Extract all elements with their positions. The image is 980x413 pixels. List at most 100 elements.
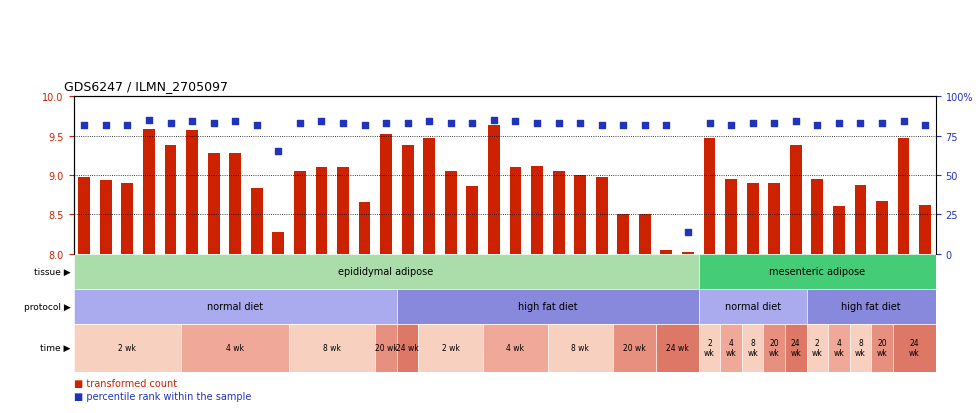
Bar [74, 254, 699, 289]
Point [314, 119, 329, 126]
Bar [78, 177, 90, 413]
Bar [100, 181, 112, 413]
Text: time ▶: time ▶ [40, 344, 71, 352]
Point [637, 122, 653, 128]
Bar [143, 130, 155, 413]
Point [766, 121, 782, 127]
Point [357, 122, 372, 128]
Point [120, 122, 135, 128]
Bar [855, 186, 866, 413]
Text: protocol ▶: protocol ▶ [24, 302, 71, 311]
Point [292, 121, 308, 127]
Bar [229, 154, 241, 413]
Point [529, 121, 545, 127]
Text: 2
wk: 2 wk [812, 338, 822, 358]
Point [917, 122, 933, 128]
Bar [828, 324, 850, 372]
Text: 8
wk: 8 wk [748, 338, 758, 358]
Point [680, 229, 696, 235]
Point [659, 122, 674, 128]
Bar [661, 250, 672, 413]
Point [249, 122, 265, 128]
Text: 20
wk: 20 wk [769, 338, 779, 358]
Point [465, 121, 480, 127]
Text: normal diet: normal diet [207, 301, 264, 312]
Text: high fat diet: high fat diet [518, 301, 577, 312]
Bar [445, 171, 457, 413]
Point [184, 119, 200, 126]
Point [874, 121, 890, 127]
Text: 8
wk: 8 wk [856, 338, 865, 358]
Point [896, 119, 911, 126]
Point [594, 122, 610, 128]
Bar [294, 171, 306, 413]
Bar [548, 324, 612, 372]
Point [551, 121, 566, 127]
Point [270, 149, 286, 155]
Bar [397, 324, 418, 372]
Text: 20 wk: 20 wk [622, 344, 646, 352]
Text: GDS6247 / ILMN_2705097: GDS6247 / ILMN_2705097 [64, 80, 227, 93]
Bar [656, 324, 699, 372]
Text: tissue ▶: tissue ▶ [34, 267, 71, 276]
Bar [807, 324, 828, 372]
Bar [74, 289, 397, 324]
Point [702, 121, 717, 127]
Bar [553, 171, 564, 413]
Text: 24
wk: 24 wk [909, 338, 919, 358]
Bar [747, 183, 759, 413]
Bar [833, 207, 845, 413]
Text: 2 wk: 2 wk [119, 344, 136, 352]
Bar [876, 202, 888, 413]
Point [141, 117, 157, 124]
Bar [725, 179, 737, 413]
Bar [699, 324, 720, 372]
Bar [898, 139, 909, 413]
Bar [531, 166, 543, 413]
Bar [893, 324, 936, 372]
Bar [488, 126, 500, 413]
Point [853, 121, 868, 127]
Bar [699, 254, 936, 289]
Text: 20 wk: 20 wk [374, 344, 398, 352]
Bar [807, 289, 936, 324]
Text: 4 wk: 4 wk [507, 344, 524, 352]
Point [508, 119, 523, 126]
Bar [186, 131, 198, 413]
Bar [596, 177, 608, 413]
Point [98, 122, 114, 128]
Bar [742, 324, 763, 372]
Bar [359, 202, 370, 413]
Bar [402, 146, 414, 413]
Point [572, 121, 588, 127]
Bar [574, 176, 586, 413]
Bar [208, 154, 220, 413]
Point [421, 119, 437, 126]
Bar [790, 146, 802, 413]
Bar [617, 215, 629, 413]
Point [615, 122, 631, 128]
Bar [397, 289, 699, 324]
Bar [483, 324, 548, 372]
Point [486, 117, 502, 124]
Text: epididymal adipose: epididymal adipose [338, 266, 434, 277]
Text: 4
wk: 4 wk [834, 338, 844, 358]
Bar [811, 179, 823, 413]
Bar [639, 215, 651, 413]
Point [163, 121, 178, 127]
Point [76, 122, 92, 128]
Point [335, 121, 351, 127]
Bar [251, 189, 263, 413]
Text: 2 wk: 2 wk [442, 344, 460, 352]
Text: 24 wk: 24 wk [665, 344, 689, 352]
Point [206, 121, 221, 127]
Bar [74, 324, 181, 372]
Text: 24
wk: 24 wk [791, 338, 801, 358]
Bar [785, 324, 807, 372]
Point [400, 121, 416, 127]
Text: 2
wk: 2 wk [705, 338, 714, 358]
Point [443, 121, 459, 127]
Bar [122, 183, 133, 413]
Text: ■ percentile rank within the sample: ■ percentile rank within the sample [74, 391, 251, 401]
Text: 20
wk: 20 wk [877, 338, 887, 358]
